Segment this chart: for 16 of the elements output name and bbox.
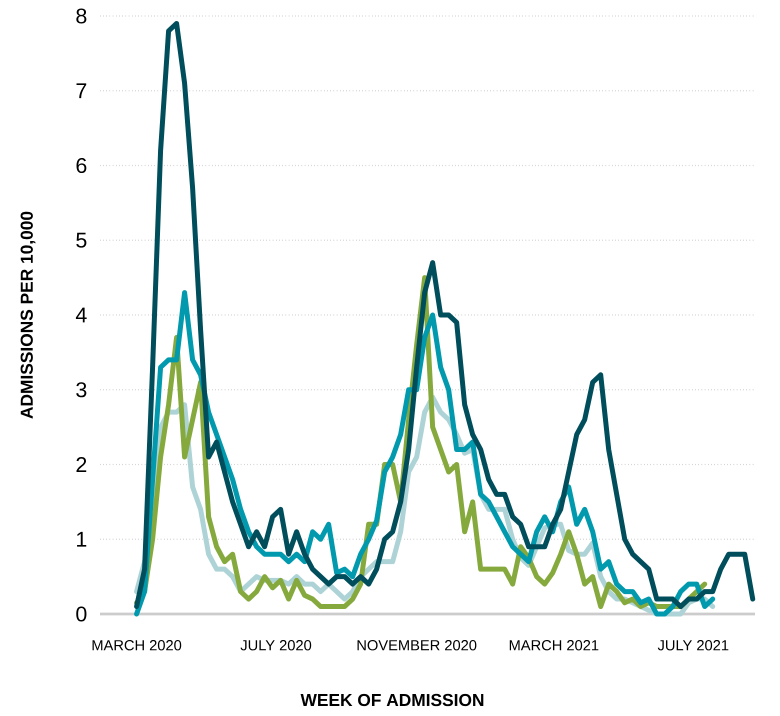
y-tick-label: 5: [76, 232, 86, 248]
y-axis-title: ADMISSIONS PER 10,000: [20, 212, 36, 419]
x-tick-label: MARCH 2020: [92, 640, 182, 650]
x-tick-label: NOVEMBER 2020: [358, 640, 476, 650]
y-tick-label: 0: [76, 606, 86, 622]
x-tick-label: MARCH 2021: [510, 640, 598, 650]
x-tick-label: JULY 2020: [240, 640, 312, 650]
y-tick-label: 1: [77, 532, 86, 547]
y-tick-label: 8: [76, 8, 86, 24]
y-tick-label: 4: [76, 308, 87, 322]
y-tick-label: 6: [76, 158, 86, 174]
x-tick-label: JULY 2021: [658, 640, 728, 650]
y-tick-label: 2: [76, 457, 86, 472]
y-tick-label: 3: [76, 382, 86, 398]
y-tick-label: 7: [76, 83, 86, 98]
x-axis-title: WEEK OF ADMISSION: [300, 694, 484, 706]
